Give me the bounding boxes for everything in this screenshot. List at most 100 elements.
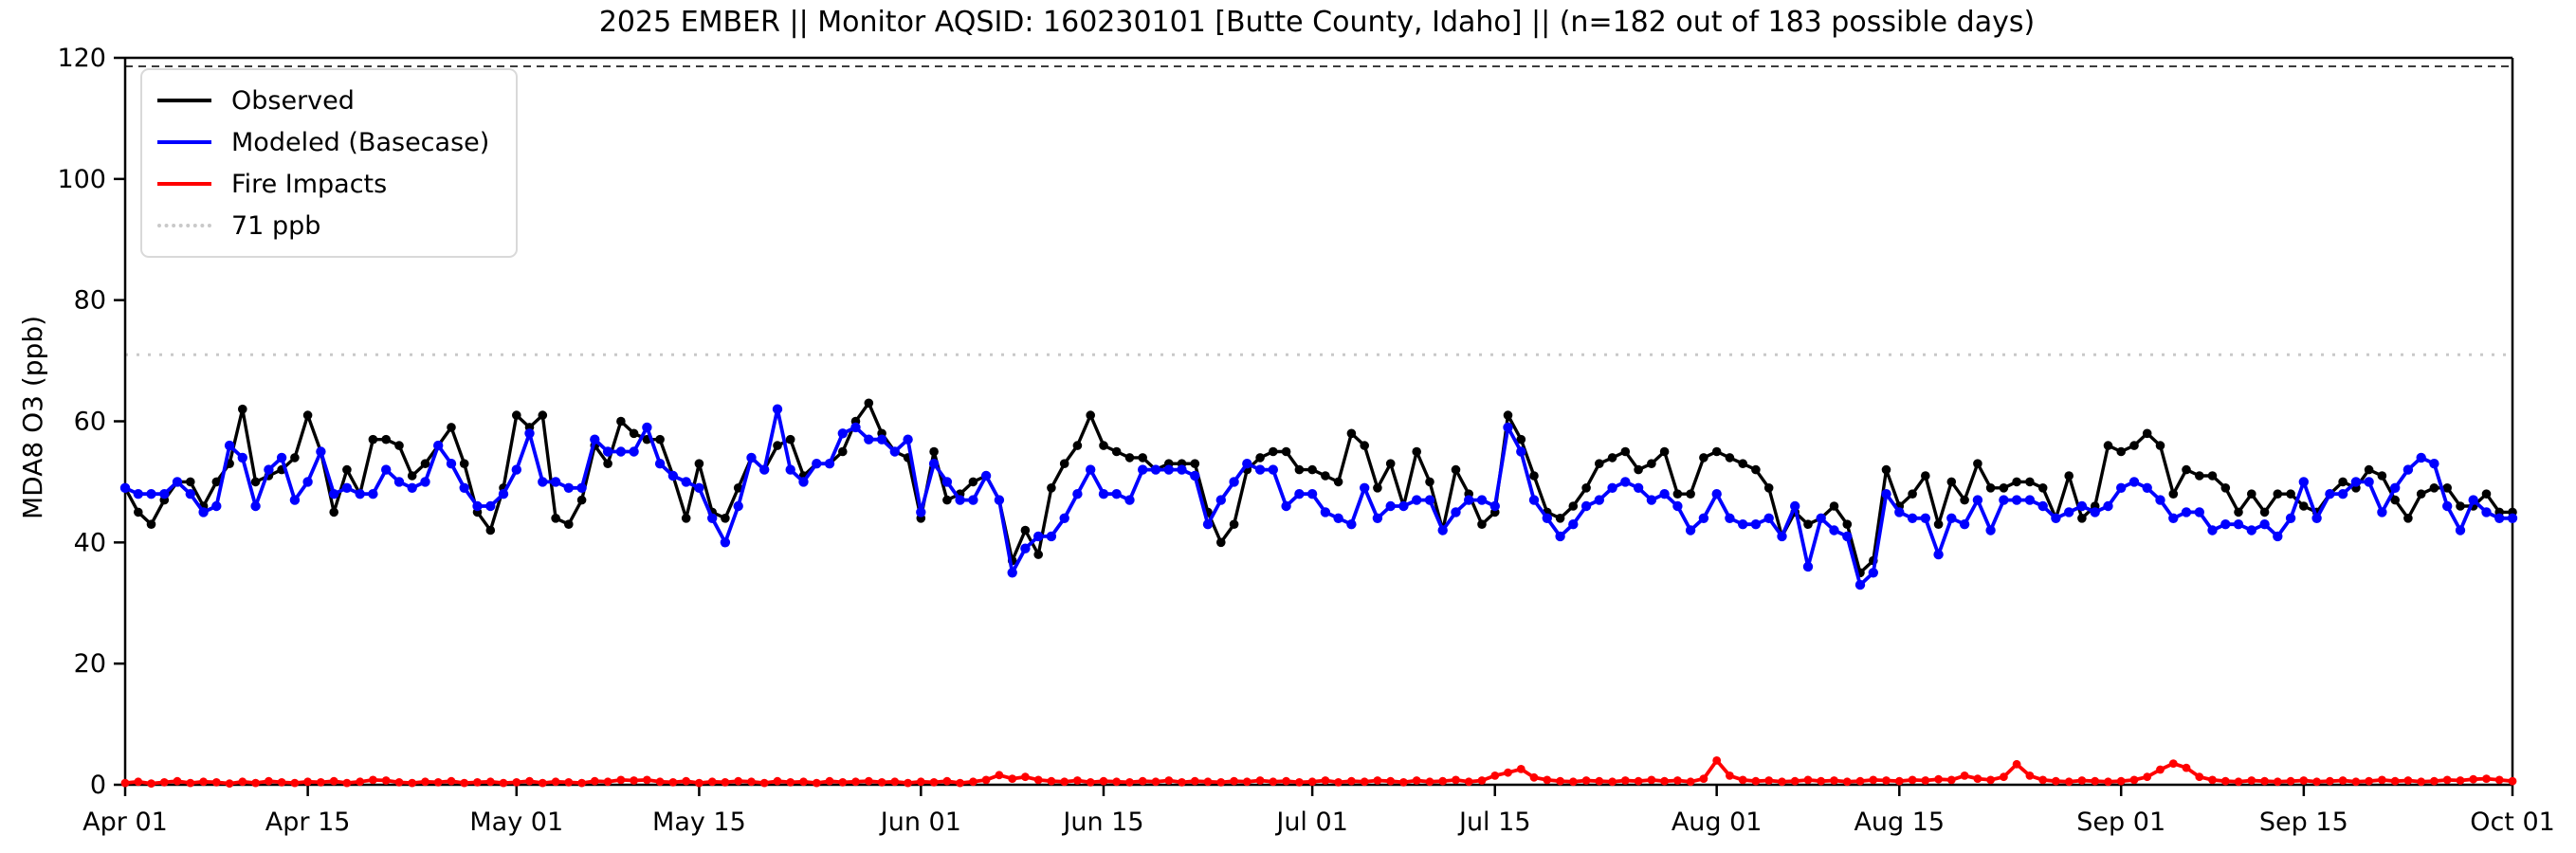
- modeled-basecase-point: [2090, 507, 2100, 517]
- modeled-basecase-point: [720, 537, 731, 548]
- modeled-basecase-line: [124, 407, 2512, 587]
- observed-point: [420, 459, 430, 469]
- fire-impacts-point: [1386, 776, 1396, 786]
- fire-impacts-point: [1477, 776, 1487, 785]
- modeled-basecase-point: [1086, 464, 1096, 475]
- modeled-basecase-point: [1398, 500, 1409, 512]
- fire-impacts-point: [1230, 776, 1238, 786]
- modeled-basecase-point: [1607, 482, 1617, 493]
- modeled-basecase-point: [889, 446, 900, 457]
- fire-impacts-point: [1008, 774, 1017, 783]
- fire-impacts-point: [381, 776, 391, 785]
- modeled-basecase-point: [1111, 489, 1122, 499]
- modeled-basecase-point: [1685, 525, 1696, 535]
- observed-point: [2273, 489, 2283, 499]
- modeled-basecase-point: [2416, 452, 2426, 463]
- observed-series: [120, 398, 2517, 578]
- modeled-basecase-point: [2142, 482, 2152, 493]
- observed-point: [616, 416, 626, 426]
- fire-impacts-point: [668, 778, 678, 787]
- fire-impacts-point: [812, 778, 821, 788]
- fire-impacts-point: [773, 776, 782, 786]
- modeled-basecase-point: [1163, 464, 1175, 475]
- modeled-basecase-point: [2455, 525, 2466, 535]
- fire-impacts-point: [356, 777, 365, 787]
- observed-point: [1333, 477, 1343, 487]
- fire-impacts-point: [1269, 777, 1278, 787]
- fire-impacts-point: [1647, 775, 1656, 785]
- observed-point: [733, 483, 743, 493]
- modeled-basecase-point: [485, 500, 496, 512]
- fire-impacts-point: [695, 778, 703, 788]
- modeled-basecase-point: [420, 477, 430, 487]
- fire-impacts-point: [1543, 775, 1552, 785]
- fire-impacts-point: [120, 778, 130, 788]
- y-tick-label: 40: [74, 528, 106, 557]
- modeled-basecase-point: [916, 507, 926, 517]
- fire-impacts-point: [1529, 772, 1539, 782]
- modeled-basecase-point: [642, 422, 652, 433]
- modeled-basecase-point: [1802, 561, 1814, 572]
- observed-point: [1985, 483, 1996, 493]
- fire-impacts-point: [603, 777, 612, 787]
- observed-point: [929, 446, 939, 457]
- y-tick-label: 80: [74, 286, 106, 316]
- modeled-basecase-point: [433, 440, 444, 451]
- modeled-basecase-point: [2037, 500, 2048, 512]
- fire-impacts-point: [1817, 776, 1826, 786]
- observed-point: [238, 404, 247, 414]
- fire-impacts-point: [1112, 777, 1122, 787]
- modeled-basecase-point: [2325, 489, 2335, 499]
- fire-impacts-point: [2299, 776, 2309, 785]
- observed-point: [1294, 464, 1305, 475]
- modeled-basecase-point: [2194, 507, 2204, 517]
- fire-impacts-point: [2403, 776, 2413, 785]
- fire-impacts-point: [2378, 775, 2386, 785]
- modeled-basecase-point: [172, 477, 183, 487]
- modeled-basecase-point: [1190, 470, 1200, 481]
- observed-point: [2442, 483, 2452, 493]
- modeled-basecase-point: [1306, 489, 1318, 499]
- y-tick-label: 100: [57, 165, 106, 194]
- observed-point: [2247, 489, 2256, 499]
- observed-point: [2116, 446, 2126, 457]
- fire-impacts-point: [369, 775, 377, 785]
- observed-point: [551, 514, 560, 523]
- observed-point: [1960, 495, 1969, 505]
- legend-label: Fire Impacts: [231, 169, 388, 199]
- fire-impacts-point: [2129, 775, 2139, 785]
- observed-point: [1412, 446, 1421, 457]
- fire-impacts-point: [1073, 776, 1082, 785]
- observed-point: [1033, 550, 1043, 559]
- modeled-basecase-point: [1542, 513, 1553, 523]
- modeled-basecase-point: [1202, 519, 1214, 530]
- modeled-basecase-point: [654, 459, 666, 469]
- fire-impacts-point: [1673, 776, 1682, 785]
- fire-impacts-point: [2000, 772, 2008, 782]
- fire-impacts-point: [2077, 776, 2087, 785]
- modeled-basecase-point: [2076, 500, 2088, 512]
- fire-impacts-point: [864, 776, 873, 786]
- legend-item-observed: Observed: [157, 80, 489, 121]
- modeled-basecase-point: [329, 489, 339, 499]
- fire-impacts-point: [303, 777, 312, 787]
- observed-point: [1620, 446, 1631, 457]
- modeled-basecase-point: [1516, 446, 1526, 457]
- fire-impacts-line-sample: [157, 182, 211, 186]
- modeled-basecase-point: [903, 434, 913, 445]
- fire-impacts-point: [551, 777, 560, 787]
- fire-impacts-point: [1033, 775, 1043, 785]
- observed-point: [1908, 489, 1917, 499]
- modeled-basecase-point: [590, 434, 600, 445]
- fire-impacts-point: [2143, 772, 2152, 782]
- observed-point: [146, 519, 156, 529]
- modeled-basecase-point: [511, 464, 521, 475]
- observed-point: [381, 434, 392, 445]
- modeled-basecase-point: [1594, 495, 1605, 505]
- observed-point: [1020, 525, 1031, 535]
- fire-impacts-point: [2456, 776, 2465, 785]
- observed-point: [538, 410, 548, 420]
- fire-impacts-point: [1581, 776, 1591, 785]
- observed-point: [1881, 464, 1891, 475]
- observed-point: [1738, 459, 1747, 469]
